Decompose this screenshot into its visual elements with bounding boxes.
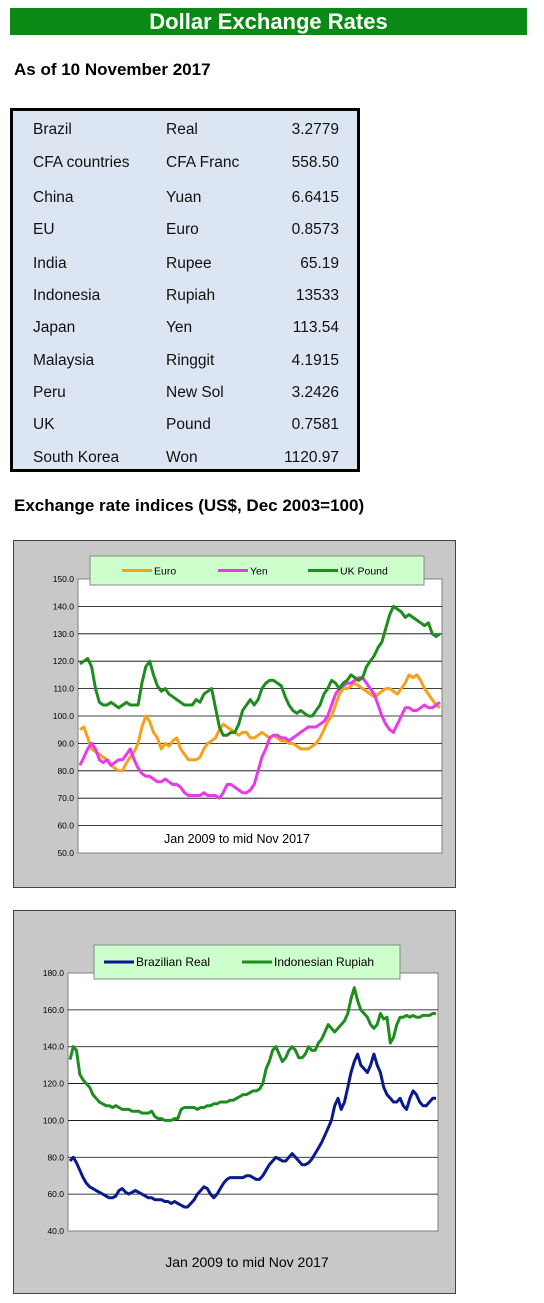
y-tick-label: 140.0 [43,1042,65,1052]
rate-row: South Korea Won 1120.97 [13,449,357,469]
rate-row: Malaysia Ringgit 4.1915 [13,352,357,372]
currency-cell: Yen [166,319,193,336]
y-tick-label: 180.0 [43,968,65,978]
rate-row: UK Pound 0.7581 [13,416,357,436]
legend-label: Yen [250,566,268,578]
y-tick-label: 150.0 [53,574,75,584]
currency-cell: Yuan [166,189,202,206]
y-tick-label: 100.0 [53,711,75,721]
y-tick-label: 160.0 [43,1005,65,1015]
currency-index-chart: 150.0 140.0 130.0 120.0 110.0 100.0 90.0 80.0 70… [53,555,443,858]
currency-cell: Euro [166,221,199,238]
rate-cell: 3.2426 [291,384,339,401]
currency-cell: Real [166,121,198,138]
legend-label: Brazilian Real [136,955,210,969]
y-tick-label: 110.0 [53,684,74,694]
brl-idr-index-chart: 180.0 160.0 140.0 120.0 100.0 80.0 60.0 40.0 Bra… [43,944,439,1270]
country-cell: Peru [33,384,66,401]
currency-cell: New Sol [166,384,224,401]
y-tick-label: 40.0 [47,1226,64,1236]
rate-row: Brazil Real 3.2779 [13,121,357,141]
rate-cell: 4.1915 [291,352,339,369]
page-title: Dollar Exchange Rates [10,8,527,35]
country-cell: Indonesia [33,287,101,304]
country-cell: Malaysia [33,352,95,369]
currency-cell: Ringgit [166,352,215,369]
country-cell: UK [33,416,55,433]
y-tick-label: 60.0 [47,1189,64,1199]
country-cell: CFA countries [33,154,130,171]
series-line-brazilian-real [68,1052,436,1209]
country-cell: Brazil [33,121,72,138]
currency-cell: Rupee [166,255,212,272]
indices-title: Exchange rate indices (US$, Dec 2003=100… [14,496,365,515]
rate-cell: 65.19 [300,255,339,272]
country-cell: EU [33,221,55,238]
rate-cell: 13533 [295,287,339,304]
rate-cell: 0.7581 [291,416,339,433]
x-axis-label: Jan 2009 to mid Nov 2017 [165,1254,329,1270]
country-cell: India [33,255,67,272]
rate-cell: 6.6415 [291,189,339,206]
rate-row: EU Euro 0.8573 [13,221,357,241]
series-line-euro [79,673,441,773]
chart-panel-2: 180.0 160.0 140.0 120.0 100.0 80.0 60.0 40.0 Bra… [13,910,456,1294]
rate-cell: 113.54 [292,319,339,336]
rate-row: Peru New Sol 3.2426 [13,384,357,404]
rate-row: Indonesia Rupiah 13533 [13,287,357,307]
y-tick-label: 80.0 [57,766,74,776]
country-cell: Japan [33,319,76,336]
y-tick-label: 130.0 [53,629,75,639]
y-tick-label: 60.0 [57,821,74,831]
y-tick-label: 120.0 [43,1079,65,1089]
currency-cell: Won [166,449,198,466]
rate-row: China Yuan 6.6415 [13,189,357,209]
y-tick-label: 70.0 [57,793,74,803]
as-of-date: As of 10 November 2017 [14,60,211,79]
currency-cell: Pound [166,416,211,433]
currency-cell: Rupiah [166,287,216,304]
series-line-uk-pound [79,604,441,737]
chart-panel-1: 150.0 140.0 130.0 120.0 110.0 100.0 90.0 80.0 70… [13,540,456,888]
rate-cell: 3.2779 [291,121,339,138]
rate-row: CFA countries CFA Franc 558.50 [13,154,357,174]
y-tick-label: 50.0 [57,848,74,858]
rate-row: Japan Yen 113.54 [13,319,357,339]
x-axis-label: Jan 2009 to mid Nov 2017 [164,832,310,846]
legend-label: UK Pound [340,566,388,578]
rate-cell: 1120.97 [284,449,339,466]
plot-area [67,972,439,1232]
y-tick-label: 80.0 [47,1152,64,1162]
y-tick-label: 100.0 [43,1115,65,1125]
series-line-yen [78,676,441,800]
currency-cell: CFA Franc [166,154,240,171]
y-tick-label: 90.0 [57,738,74,748]
rate-row: India Rupee 65.19 [13,255,357,275]
country-cell: South Korea [33,449,120,466]
country-cell: China [33,189,74,206]
y-tick-label: 120.0 [53,656,75,666]
legend-label: Euro [154,566,176,578]
rates-table: Brazil Real 3.2779 CFA countries CFA Franc 55… [10,108,360,472]
series-line-indonesian-rupiah [68,986,436,1122]
rate-cell: 0.8573 [291,221,339,238]
y-tick-label: 140.0 [53,601,75,611]
legend-label: Indonesian Rupiah [274,955,374,969]
rate-cell: 558.50 [291,154,339,171]
